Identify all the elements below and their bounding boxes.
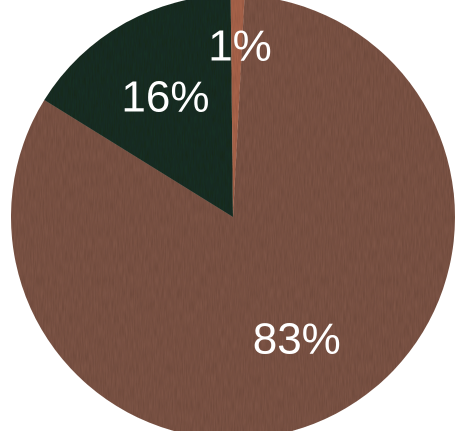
pie-slice-0 <box>11 0 455 431</box>
pie-slice-2 <box>230 0 245 217</box>
pie-label-2: 1% <box>208 22 272 71</box>
pie-label-1: 16% <box>121 73 209 122</box>
pie-label-0: 83% <box>253 314 341 363</box>
pie-slice-1 <box>44 0 233 217</box>
pie-labels: 83% 16%1% <box>121 22 340 364</box>
pie-slices <box>11 0 455 431</box>
